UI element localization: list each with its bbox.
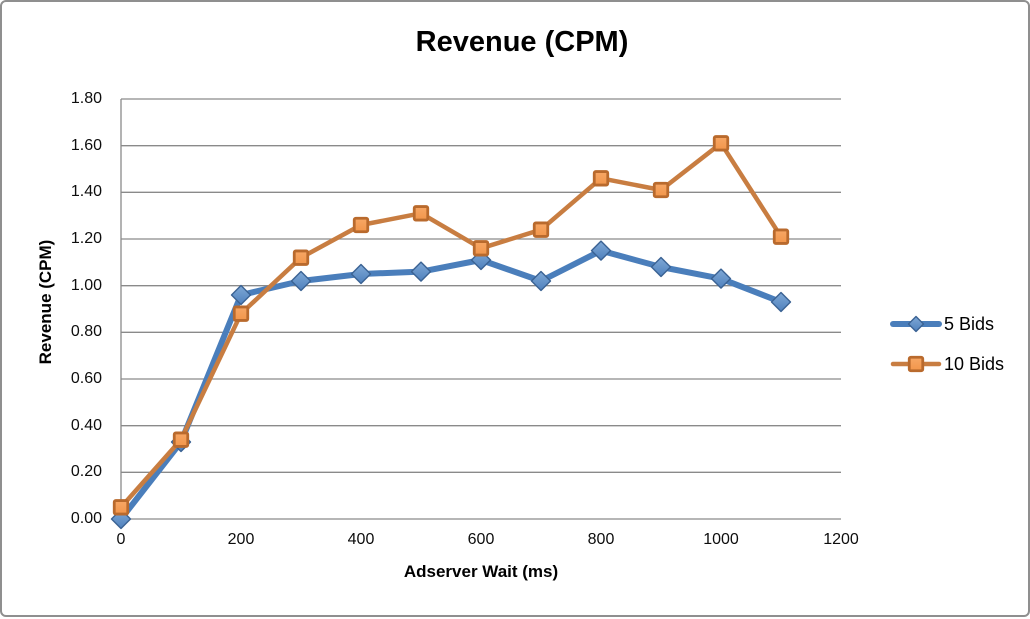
legend-item-5-bids: 5 Bids [890, 308, 1004, 340]
legend-item-10-bids: 10 Bids [890, 348, 1004, 380]
x-tick-label: 200 [228, 530, 255, 550]
square-legend-swatch-icon [890, 351, 942, 377]
x-tick-label: 800 [588, 530, 615, 550]
data-point-marker [114, 501, 128, 515]
data-point-marker [414, 207, 428, 221]
series-line-5-bids [121, 251, 781, 519]
data-point-marker [412, 262, 431, 281]
y-tick-label: 1.60 [71, 136, 102, 156]
data-point-marker [294, 251, 308, 265]
data-point-marker [772, 293, 791, 312]
x-tick-label: 1000 [703, 530, 739, 550]
y-tick-label: 1.00 [71, 276, 102, 296]
y-tick-label: 0.60 [71, 369, 102, 389]
legend-label: 5 Bids [944, 314, 994, 335]
data-point-marker [714, 137, 728, 151]
data-point-marker [474, 242, 488, 256]
y-tick-label: 0.00 [71, 509, 102, 529]
x-tick-label: 0 [117, 530, 126, 550]
y-tick-label: 1.20 [71, 229, 102, 249]
data-point-marker [232, 286, 251, 305]
y-tick-label: 0.40 [71, 416, 102, 436]
x-tick-label: 600 [468, 530, 495, 550]
x-tick-label: 1200 [823, 530, 859, 550]
data-point-marker [654, 183, 668, 197]
diamond-legend-swatch-icon [890, 311, 942, 337]
data-point-marker [594, 172, 608, 186]
y-tick-label: 1.40 [71, 182, 102, 202]
data-point-marker [652, 258, 671, 277]
series-line-10-bids [121, 143, 781, 507]
data-point-marker [174, 433, 188, 447]
data-point-marker [292, 272, 311, 291]
data-point-marker [354, 218, 368, 232]
x-tick-label: 400 [348, 530, 375, 550]
y-axis-title: Revenue (CPM) [36, 240, 56, 365]
y-tick-label: 1.80 [71, 89, 102, 109]
data-point-marker [774, 230, 788, 244]
data-point-marker [234, 307, 248, 321]
y-tick-label: 0.20 [71, 462, 102, 482]
x-axis-title: Adserver Wait (ms) [404, 562, 558, 582]
legend: 5 Bids 10 Bids [890, 308, 1004, 380]
data-point-marker [534, 223, 548, 237]
data-point-marker [352, 265, 371, 284]
legend-label: 10 Bids [944, 354, 1004, 375]
y-tick-label: 0.80 [71, 322, 102, 342]
